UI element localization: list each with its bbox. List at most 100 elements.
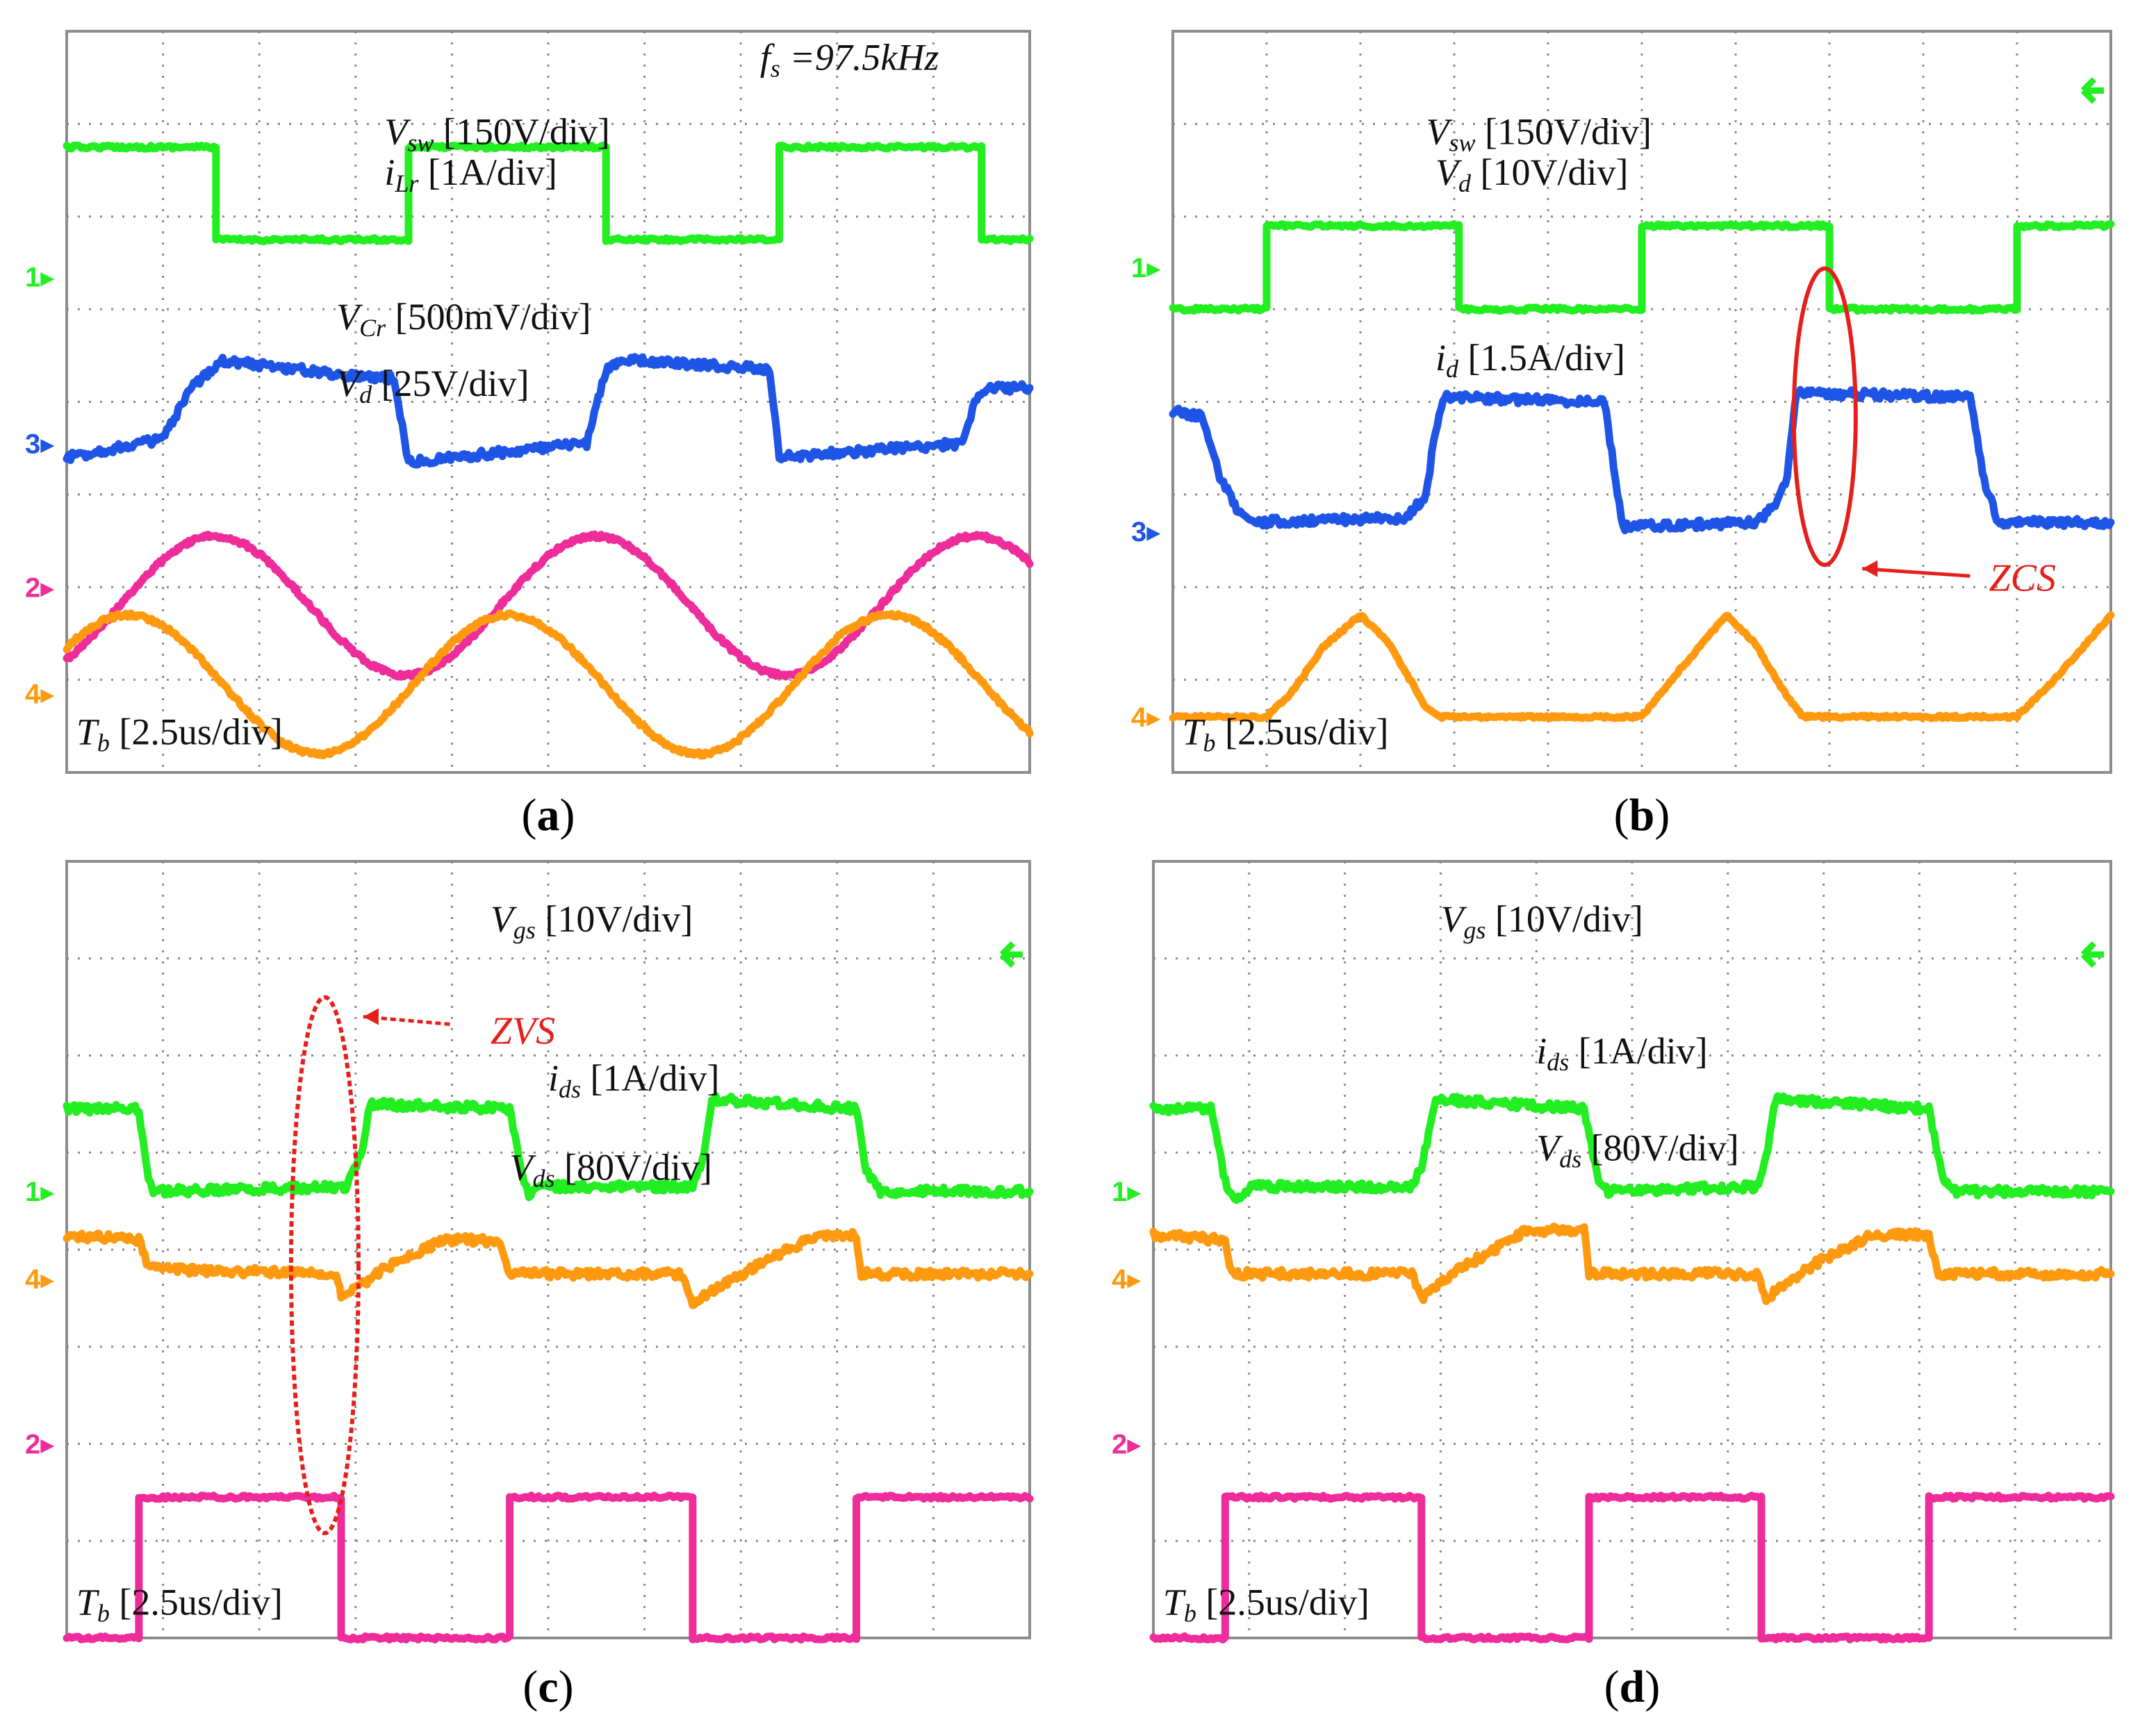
series-1-symbol: V (1426, 110, 1454, 152)
channel-marker-1: 1▸ (1131, 253, 1160, 283)
series-4-subscript: d (1446, 355, 1459, 383)
series-2-subscript: Cr (359, 314, 386, 342)
series-2-subscript: ds (1559, 1145, 1581, 1173)
panel-caption: (a) (522, 790, 575, 841)
panel-frame (65, 860, 1031, 1639)
timebase-scale: [2.5us/div] (110, 1582, 283, 1623)
channel-marker-1: 1▸ (1112, 1177, 1141, 1207)
zcs-arrowhead-icon (1862, 560, 1878, 577)
series-2-label: Vds [80V/div] (510, 1147, 712, 1193)
panel-d: 1▸Vgs [10V/div]4▸ids [1A/div]2▸Vds [80V/… (1112, 860, 2115, 1712)
trigger-arrow-icon (2080, 941, 2104, 968)
zvs-arrowhead-icon (363, 1008, 379, 1025)
caption-close-paren: ) (559, 1662, 574, 1712)
timebase-symbol: T (1163, 1582, 1187, 1623)
channel-marker-1: 1▸ (25, 262, 54, 292)
timebase-label: Tb [2.5us/div] (76, 1582, 283, 1628)
series-4-subscript: ds (1547, 1048, 1569, 1076)
trace-channel-3 (1169, 386, 2115, 535)
series-4-symbol: i (548, 1057, 559, 1099)
caption-open-paren: ( (1614, 790, 1629, 841)
series-1-subscript: sw (1449, 129, 1476, 156)
trace-channel-1 (63, 141, 1034, 245)
series-2-label: Vds [80V/div] (1536, 1127, 1738, 1173)
panel-caption: (b) (1614, 790, 1670, 841)
channel-marker-4: 4▸ (25, 1264, 54, 1295)
zcs-ellipse (1791, 266, 1858, 568)
series-1-scale: [10V/div] (1486, 898, 1643, 940)
series-1-symbol: V (384, 110, 411, 152)
series-1-subscript: sw (407, 129, 434, 156)
trace-channel-4 (1149, 1223, 2115, 1305)
series-1-symbol: V (1440, 898, 1467, 940)
series-1-scale: [150V/div] (434, 110, 609, 152)
timebase-symbol: T (76, 711, 100, 753)
trace-channel-4 (63, 609, 1034, 760)
panel-a: 1▸ Vsw [150V/div] 3▸ iLr [1A/div] 2▸ VCr [500… (25, 30, 1034, 841)
series-1-symbol: V (491, 898, 518, 940)
caption-letter: c (538, 1662, 558, 1712)
series-3-symbol: i (384, 151, 395, 193)
series-4-symbol: i (1435, 337, 1446, 379)
channel-marker-3: 3▸ (1131, 517, 1160, 547)
timebase-subscript: b (97, 1600, 110, 1628)
frequency-subscript: s (771, 55, 780, 83)
timebase-label: Tb [2.5us/div] (1163, 1582, 1369, 1628)
series-2-symbol: V (336, 296, 363, 338)
series-3-scale: [1A/div] (418, 151, 557, 193)
channel-marker-2: 2▸ (25, 572, 54, 603)
series-2-symbol: V (510, 1147, 537, 1189)
series-4-symbol: V (336, 363, 363, 404)
timebase-label: Tb [2.5us/div] (76, 711, 283, 757)
timebase-subscript: b (1184, 1600, 1196, 1628)
caption-close-paren: ) (560, 790, 575, 841)
caption-open-paren: ( (522, 790, 537, 841)
timebase-subscript: b (1203, 729, 1216, 757)
series-2-symbol: V (1536, 1127, 1563, 1169)
panel-caption: (d) (1604, 1662, 1661, 1712)
series-4-label: ids [1A/div] (1536, 1030, 1708, 1076)
series-3-subscript: d (1458, 169, 1472, 197)
trace-channel-2 (1149, 1491, 2115, 1644)
series-4-label: ids [1A/div] (548, 1057, 720, 1103)
timebase-label: Tb [2.5us/div] (1183, 711, 1389, 757)
series-3-label: Vd [10V/div] (1435, 151, 1628, 197)
zvs-ellipse (288, 995, 361, 1536)
series-4-subscript: ds (559, 1075, 581, 1103)
zvs-arrow (363, 1015, 452, 1027)
trace-channel-3 (63, 353, 1034, 469)
zcs-annotation: ZCS (1989, 557, 2057, 600)
channel-marker-1: 1▸ (25, 1177, 54, 1207)
trace-channel-1 (63, 1092, 1034, 1202)
trigger-arrow-icon (2080, 77, 2104, 104)
caption-letter: d (1620, 1662, 1645, 1712)
series-4-label: Vd [25V/div] (336, 363, 529, 408)
trace-channel-4 (1169, 611, 2115, 722)
trigger-arrow-icon (999, 941, 1023, 968)
caption-close-paren: ) (1654, 790, 1670, 841)
timebase-scale: [2.5us/div] (1216, 711, 1389, 753)
series-1-label: Vgs [10V/div] (1440, 898, 1643, 944)
series-2-label: VCr [500mV/div] (336, 296, 591, 342)
timebase-scale: [2.5us/div] (1196, 1582, 1369, 1623)
timebase-scale: [2.5us/div] (110, 711, 283, 753)
channel-marker-2: 2▸ (25, 1430, 54, 1460)
series-1-label: Vsw [150V/div] (1426, 110, 1652, 156)
series-1-subscript: gs (513, 916, 536, 944)
series-4-scale: [1.5A/div] (1458, 337, 1625, 379)
caption-letter: a (537, 790, 560, 841)
series-1-label: Vgs [10V/div] (491, 898, 693, 944)
timebase-symbol: T (1183, 711, 1206, 753)
channel-marker-3: 3▸ (25, 429, 54, 460)
channel-marker-4: 4▸ (1131, 702, 1160, 733)
panel-c: 1▸ Vgs [10V/div] 4▸ ids [1A/div] 2▸ Vds [80V/… (25, 860, 1034, 1712)
series-3-subscript: Lr (394, 169, 419, 197)
series-3-symbol: V (1435, 151, 1463, 193)
series-4-symbol: i (1536, 1030, 1547, 1072)
trace-channel-1 (1169, 220, 2115, 315)
caption-open-paren: ( (1604, 1662, 1620, 1712)
series-1-scale: [10V/div] (536, 898, 693, 940)
series-3-label: iLr [1A/div] (384, 151, 557, 197)
caption-open-paren: ( (522, 1662, 538, 1712)
